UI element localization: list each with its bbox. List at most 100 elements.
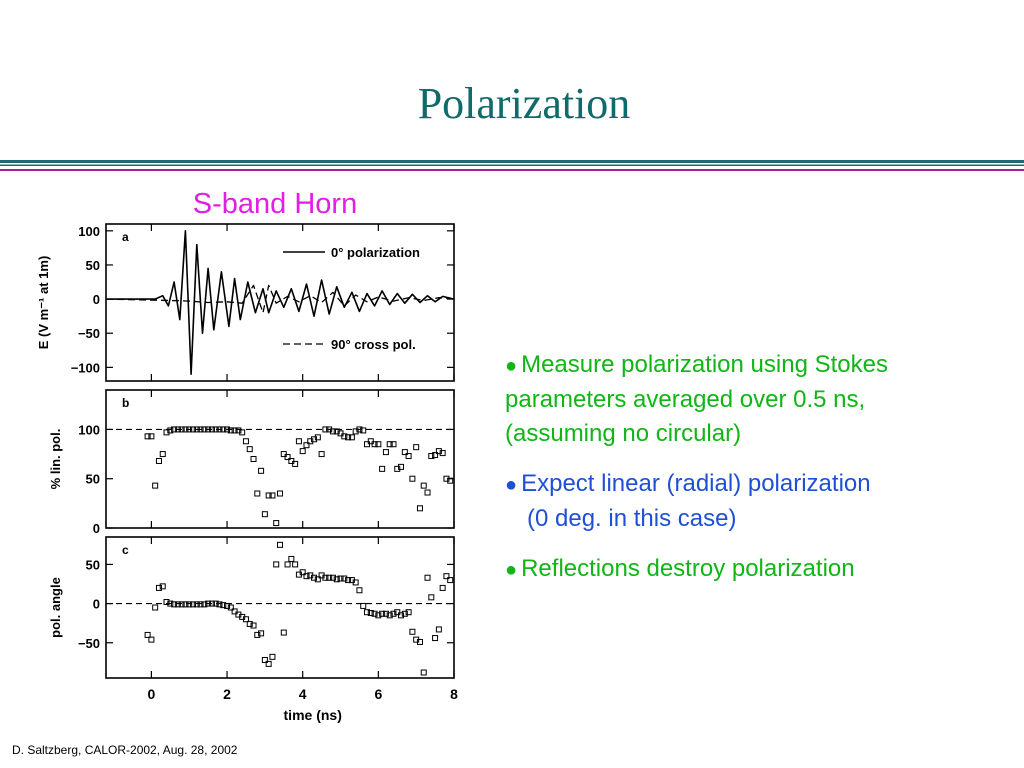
data-point [292, 561, 299, 568]
y-tick-label: 50 [86, 258, 100, 273]
data-point [163, 429, 170, 436]
y-tick-label: 100 [78, 422, 100, 437]
data-point [178, 426, 185, 433]
data-point [159, 451, 166, 458]
data-point [424, 489, 431, 496]
data-point [371, 441, 378, 448]
data-point [311, 574, 318, 581]
data-point [428, 453, 435, 460]
data-point [401, 449, 408, 456]
legend-label: 0° polarization [331, 245, 420, 260]
data-point [311, 436, 318, 443]
data-point [432, 452, 439, 459]
data-point [345, 434, 352, 441]
data-point [348, 434, 355, 441]
bullet-text: (assuming no circular) [505, 420, 742, 447]
x-tick-label: 8 [450, 686, 458, 702]
data-point [174, 601, 181, 608]
y-tick-label: −50 [78, 636, 100, 651]
data-point [447, 477, 454, 484]
data-point [190, 601, 196, 608]
data-point [280, 629, 287, 636]
data-point [152, 604, 159, 611]
data-point [337, 575, 344, 582]
data-point [182, 601, 189, 608]
data-point [155, 584, 162, 591]
bullet-dot: ● [505, 355, 518, 377]
data-point [186, 601, 193, 608]
data-point [367, 609, 374, 616]
data-point [390, 610, 397, 617]
data-point [352, 579, 359, 586]
data-point [333, 428, 340, 435]
data-point [254, 490, 261, 497]
data-point [269, 492, 276, 499]
data-point [220, 426, 227, 433]
y-axis-label: E (V m⁻¹ at 1m) [36, 256, 51, 350]
data-point [182, 426, 189, 433]
data-point [144, 631, 151, 638]
data-point [405, 609, 412, 616]
data-point [265, 660, 272, 667]
panel-c: 50 0 −50 pol. angle c 0 2 4 6 8 time (ns) [48, 536, 458, 723]
y-tick-label: 0 [93, 597, 100, 612]
data-point [439, 584, 446, 591]
y-axis-label: pol. angle [48, 577, 63, 638]
data-point [193, 426, 200, 433]
plot-frame [105, 223, 455, 382]
data-point [379, 465, 386, 472]
data-point [360, 427, 367, 434]
y-tick-label: 0 [93, 292, 100, 307]
data-point [443, 475, 450, 482]
data-point [435, 448, 442, 455]
data-point [205, 600, 212, 607]
data-point [390, 441, 397, 448]
data-point [439, 450, 446, 457]
data-point [435, 626, 442, 633]
data-point [371, 610, 378, 617]
data-point [227, 604, 234, 611]
y-tick-label: 50 [86, 472, 100, 487]
data-point [420, 669, 427, 676]
data-point [171, 426, 178, 433]
data-point [345, 577, 352, 584]
data-point [242, 616, 249, 623]
data-point [273, 520, 280, 527]
data-point [235, 427, 242, 434]
data-point [405, 453, 412, 460]
data-point [386, 612, 393, 619]
bullet-item: ● Expect linear (radial) polarization (0 … [505, 467, 1005, 536]
data-point [174, 426, 181, 433]
data-point [258, 467, 265, 474]
y-axis-label: % lin. pol. [48, 429, 63, 490]
data-point [284, 561, 291, 568]
data-point [239, 429, 246, 436]
plot-frame [105, 536, 455, 679]
data-point [295, 438, 302, 445]
panel-a: 100 50 0 −50 −100 E (V m⁻¹ at 1m) a 0° polariza… [36, 223, 455, 382]
data-point [261, 511, 268, 518]
data-point [375, 612, 382, 619]
data-point [299, 569, 306, 576]
data-point [212, 426, 219, 433]
data-point [420, 482, 427, 489]
series-line-0deg [106, 230, 455, 375]
data-point [416, 638, 423, 645]
title-rule [0, 160, 1024, 171]
data-point [277, 541, 283, 548]
series-line-90deg [105, 284, 455, 314]
data-point [379, 610, 386, 617]
panel-letter: b [122, 396, 129, 410]
data-point [375, 441, 382, 448]
data-point [277, 490, 283, 497]
data-point [303, 442, 310, 449]
data-point [413, 444, 420, 451]
data-point [386, 441, 393, 448]
data-point [382, 449, 389, 456]
y-tick-label: −100 [71, 360, 100, 375]
data-point [284, 454, 291, 461]
data-point [443, 573, 450, 580]
data-point [231, 608, 238, 615]
y-tick-label: 50 [86, 557, 100, 572]
data-point [148, 433, 155, 440]
